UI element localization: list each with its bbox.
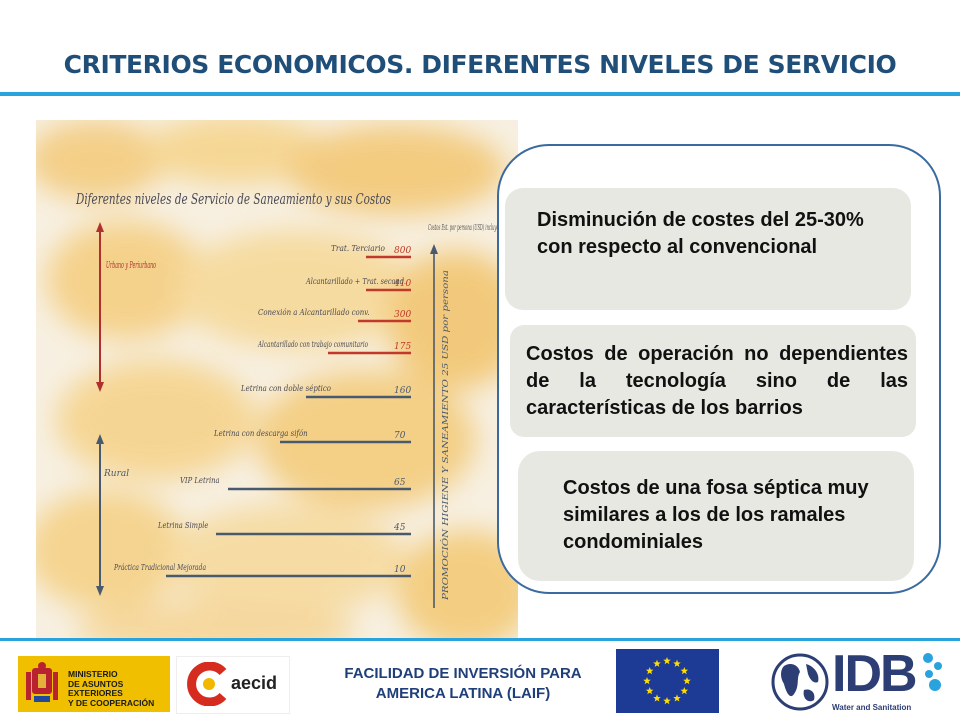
level-value-5: 70 bbox=[394, 431, 406, 441]
eu-star-icon bbox=[680, 667, 689, 675]
globe-icon bbox=[771, 653, 829, 711]
level-value-6: 65 bbox=[394, 478, 406, 488]
idb-subtitle: Water and Sanitation bbox=[832, 703, 912, 712]
callout-septic-costs: Costos de una fosa séptica muy similares… bbox=[518, 451, 914, 581]
level-label-8: Práctica Tradicional Mejorada bbox=[113, 563, 206, 572]
eu-star-icon bbox=[645, 667, 654, 675]
eu-star-icon bbox=[673, 659, 681, 667]
hand-drawn-sketch: Diferentes niveles de Servicio de Saneam… bbox=[36, 120, 518, 655]
water-drops-icon bbox=[923, 653, 942, 691]
title-divider bbox=[0, 92, 960, 96]
idb-logo: IDB Water and Sanitation bbox=[770, 645, 948, 716]
eu-star-icon bbox=[663, 697, 671, 705]
zone-rural-label: Rural bbox=[103, 469, 129, 479]
eu-flag bbox=[616, 649, 719, 713]
sketch-heading: Diferentes niveles de Servicio de Saneam… bbox=[75, 190, 391, 208]
eu-star-icon bbox=[643, 677, 651, 685]
eu-star-icon bbox=[653, 694, 661, 702]
spain-crest-icon bbox=[26, 662, 58, 702]
level-label-4: Letrina con doble séptico bbox=[240, 384, 331, 393]
slide-title: CRITERIOS ECONOMICOS. DIFERENTES NIVELES… bbox=[63, 50, 897, 79]
level-value-0: 800 bbox=[394, 246, 411, 256]
eu-star-icon bbox=[673, 694, 681, 702]
footer-divider bbox=[0, 638, 960, 642]
level-value-1: 410 bbox=[393, 279, 411, 289]
callout-cost-reduction: Disminución de costes del 25-30% con res… bbox=[505, 188, 911, 310]
idb-text: IDB bbox=[832, 645, 918, 703]
level-label-6: VIP Letrina bbox=[180, 476, 220, 485]
level-label-3: Alcantarillado con trabajo comunitario bbox=[257, 340, 368, 349]
spain-ministry-logo: MINISTERIO DE ASUNTOS EXTERIORES Y DE CO… bbox=[18, 656, 170, 712]
level-label-0: Trat. Terciario bbox=[331, 244, 385, 253]
eu-star-icon bbox=[653, 659, 661, 667]
level-label-1: Alcantarillado + Trat. second. bbox=[305, 277, 406, 286]
eu-star-icon bbox=[680, 687, 689, 695]
level-value-2: 300 bbox=[394, 310, 411, 320]
zone-urban-label: Urbano y Periurbano bbox=[106, 261, 156, 271]
level-label-5: Letrina con descarga sifón bbox=[213, 429, 307, 438]
level-value-7: 45 bbox=[393, 523, 406, 533]
level-value-8: 10 bbox=[394, 565, 406, 575]
aecid-ring-icon bbox=[187, 662, 227, 706]
aecid-logo: aecid bbox=[176, 656, 290, 714]
level-value-3: 175 bbox=[394, 342, 411, 352]
eu-star-icon bbox=[683, 677, 691, 685]
laif-label: FACILIDAD DE INVERSIÓN PARA AMERICA LATI… bbox=[344, 665, 582, 702]
level-label-2: Conexión a Alcantarillado conv. bbox=[258, 308, 370, 317]
callout-operation-costs: Costos de operación no dependientes de l… bbox=[510, 325, 916, 437]
sketch-vertical-caption: PROMOCIÓN HIGIENE Y SANEAMIENTO 25 USD p… bbox=[441, 270, 450, 602]
sketch-right-caption: Costos Est. por persona (USD) incluye op… bbox=[428, 223, 518, 232]
sketch-canvas: Diferentes niveles de Servicio de Saneam… bbox=[36, 120, 518, 655]
eu-star-icon bbox=[663, 657, 671, 665]
eu-star-icon bbox=[645, 687, 654, 695]
ministry-text: MINISTERIO DE ASUNTOS EXTERIORES Y DE CO… bbox=[68, 669, 155, 708]
eu-stars-icon bbox=[643, 657, 691, 705]
level-value-4: 160 bbox=[394, 386, 411, 396]
aecid-text: aecid bbox=[231, 673, 278, 693]
level-label-7: Letrina Simple bbox=[157, 521, 208, 530]
